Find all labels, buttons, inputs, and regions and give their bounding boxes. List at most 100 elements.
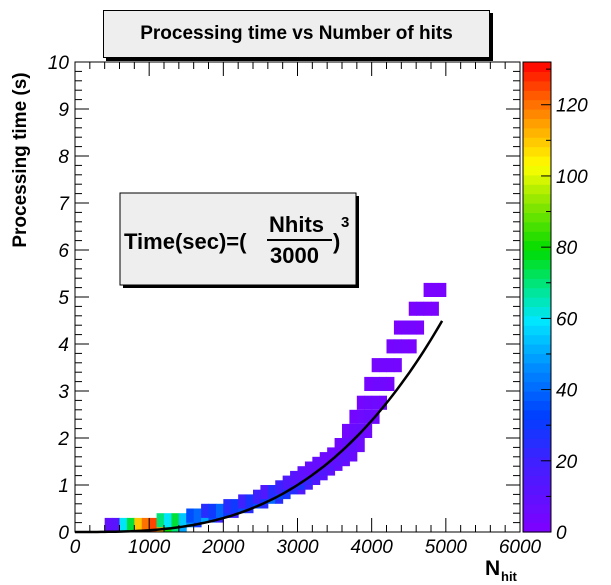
y-tick-label: 8: [58, 147, 69, 168]
colorbar-step: [523, 513, 551, 524]
colorbar-step: [523, 287, 551, 298]
heatmap-cell: [193, 508, 202, 523]
colorbar-step: [523, 447, 551, 458]
x-tick-label: 1000: [128, 537, 171, 558]
colorbar-step: [523, 372, 551, 383]
heatmap-cell: [334, 438, 343, 453]
colorbar-step: [523, 240, 551, 251]
heatmap-cell: [349, 438, 358, 453]
formula-lhs: Time(sec)=(: [124, 229, 247, 254]
heatmap-cell: [379, 376, 387, 391]
heatmap-cell: [423, 301, 432, 316]
x-tick-label: 3000: [276, 537, 319, 558]
heatmap-cell: [282, 475, 291, 490]
colorbar-step: [523, 409, 551, 420]
heatmap-cell: [134, 517, 143, 532]
fit-curve-layer: [75, 320, 444, 534]
x-tick-label: 4000: [351, 537, 394, 558]
colorbar-step: [523, 353, 551, 364]
colorbar-tick-label: 60: [556, 309, 578, 330]
x-axis-label-subscript: hit: [501, 569, 518, 584]
formula-exponent: 3: [341, 214, 349, 231]
heatmap-cell: [156, 513, 165, 528]
heatmap-cell: [319, 452, 328, 467]
y-tick-label: 4: [58, 335, 69, 356]
colorbar-step: [523, 400, 551, 411]
heatmap-cell: [349, 423, 358, 438]
colorbar-step: [523, 221, 551, 232]
heatmap-cell: [201, 503, 209, 518]
colorbar-step: [523, 315, 551, 326]
heatmap-cell: [356, 409, 365, 424]
heatmap-cell: [386, 376, 395, 391]
y-tick-label: 6: [58, 241, 69, 262]
colorbar-step: [523, 193, 551, 204]
colorbar-step: [523, 71, 551, 82]
heatmap-cell: [364, 409, 373, 424]
colorbar-step: [523, 475, 551, 486]
colorbar-step: [523, 278, 551, 289]
y-tick-label: 1: [58, 476, 69, 497]
colorbar-step: [523, 174, 551, 185]
heatmap-cell: [327, 447, 336, 462]
colorbar-tick-label: 40: [556, 381, 578, 402]
heatmap-cell: [304, 461, 313, 476]
heatmap-cell: [342, 423, 350, 438]
formula-box: Time(sec)=( Nhits 3000 ) 3: [119, 192, 359, 288]
colorbar-tick-label: 80: [556, 238, 578, 259]
heatmap-cell: [423, 282, 432, 297]
colorbar-step: [523, 80, 551, 91]
axis-ticks: 0 1000 2000 3000 4000 5000 6000 0 1 2 3 4 5 6 7 8 9 10: [48, 53, 542, 558]
heatmap-cell: [431, 301, 439, 316]
heatmap-cell: [438, 282, 447, 297]
heatmap-cell: [349, 409, 358, 424]
y-tick-label: 5: [58, 288, 69, 309]
colorbar-step: [523, 306, 551, 317]
heatmap-cell: [393, 358, 402, 373]
heatmap-cell: [230, 499, 239, 514]
heatmap-cell: [186, 508, 195, 523]
heatmap-cells: [104, 282, 447, 532]
y-tick-label: 0: [58, 523, 69, 544]
colorbar-step: [523, 146, 551, 157]
colorbar-step: [523, 381, 551, 392]
heatmap-cell: [401, 339, 410, 354]
heatmap-cell: [253, 489, 261, 504]
colorbar-border: [522, 61, 552, 533]
colorbar-step: [523, 428, 551, 439]
colorbar-step: [523, 438, 551, 448]
heatmap-cell: [408, 301, 417, 316]
heatmap-cell: [356, 395, 365, 410]
heatmap-cell: [312, 456, 321, 471]
colorbar-step: [523, 494, 551, 505]
colorbar-step: [523, 250, 551, 260]
heatmap-cell: [275, 480, 284, 495]
heatmap-cell: [104, 517, 113, 532]
heatmap-cell: [119, 517, 128, 532]
heatmap-cell: [141, 517, 150, 532]
x-axis-label: N: [485, 557, 500, 580]
x-tick-label: 5000: [425, 537, 468, 558]
heatmap-cell: [267, 485, 276, 500]
heatmap-cell: [379, 358, 387, 373]
heatmap-cell: [164, 513, 172, 528]
y-tick-label: 10: [48, 53, 70, 74]
heatmap-cell: [297, 466, 306, 481]
heatmap-cell: [215, 503, 224, 518]
heatmap-cell: [290, 470, 298, 485]
heatmap-cell: [364, 395, 373, 410]
colorbar-step: [523, 203, 551, 213]
heatmap-cell: [401, 320, 410, 335]
colorbar-step: [523, 127, 551, 138]
colorbar-step: [523, 522, 551, 533]
heatmap-cell: [416, 320, 425, 335]
chart-title: Processing time vs Number of hits: [103, 10, 490, 58]
heatmap-cell: [393, 320, 402, 335]
heatmap-cell: [408, 339, 417, 354]
colorbar-step: [523, 137, 551, 148]
colorbar: 0 20 40 60 80 100 120: [522, 61, 588, 544]
plot-border: [74, 61, 521, 533]
heatmap-cell: [342, 447, 350, 462]
colorbar-step: [523, 99, 551, 110]
colorbar-step: [523, 118, 551, 129]
